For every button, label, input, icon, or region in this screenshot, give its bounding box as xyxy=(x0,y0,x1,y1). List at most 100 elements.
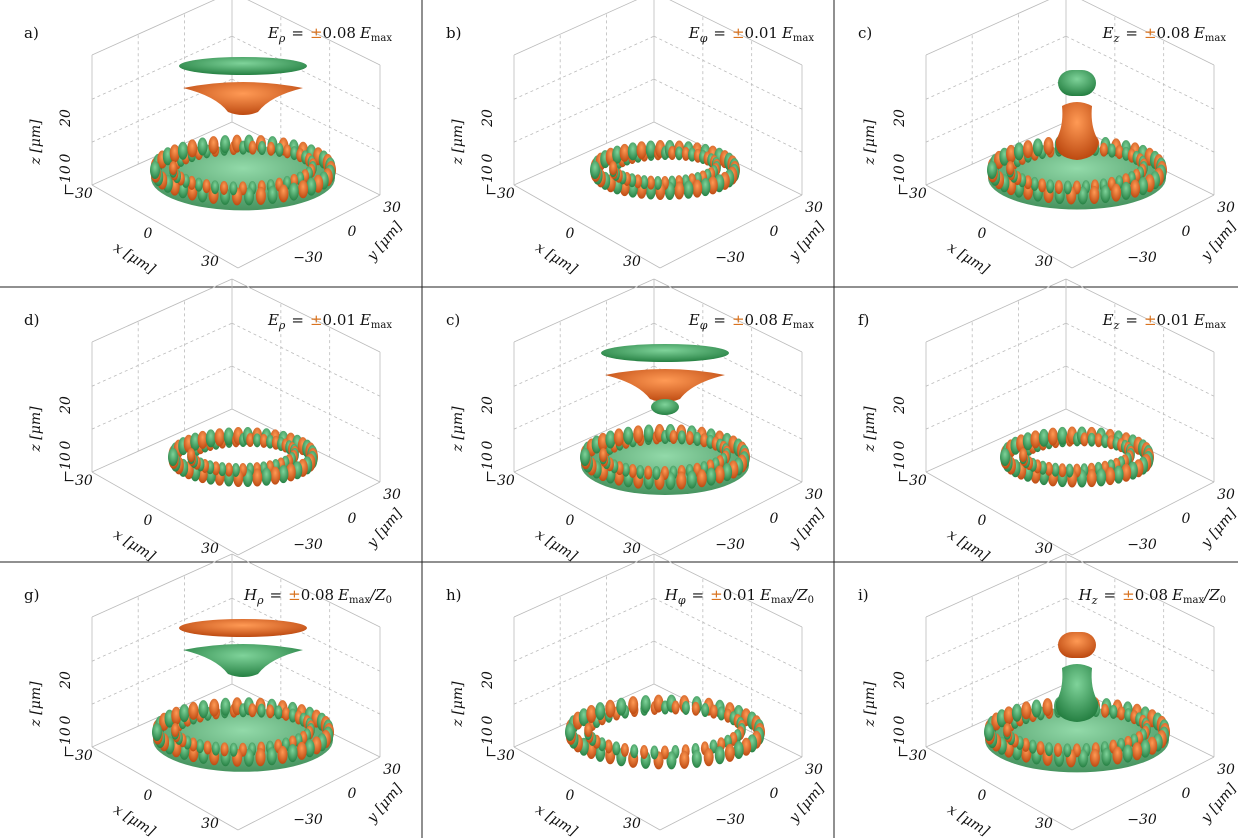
panel-title: Eρ=±0.08Emax xyxy=(267,24,392,45)
isosurface xyxy=(150,57,336,210)
box-edge xyxy=(654,279,802,352)
y-axis-label: y [μm] xyxy=(785,218,828,264)
ring-lobe xyxy=(212,742,220,756)
y-tick-label: 30 xyxy=(383,487,401,503)
ring-lobe xyxy=(679,751,689,769)
ring-lobe xyxy=(1039,429,1049,447)
ring-lobe xyxy=(1021,701,1031,719)
ring-lobe xyxy=(734,741,744,759)
ring-lobe xyxy=(257,704,265,718)
panel-label: h) xyxy=(446,586,462,604)
ring-lobe xyxy=(636,465,644,479)
y-axis-label: y [μm] xyxy=(363,218,406,264)
z-tick-label: 0 xyxy=(892,153,908,162)
reference-sub: max xyxy=(1183,595,1204,606)
panel-title: Eφ=±0.01Emax xyxy=(688,24,815,45)
reference: E xyxy=(1171,586,1183,604)
x-tick-label: 30 xyxy=(201,816,219,832)
reference-sub: max xyxy=(1205,33,1226,44)
grid-line xyxy=(92,366,232,429)
z-axis-label: z [μm] xyxy=(28,119,44,166)
y-tick-label: 30 xyxy=(1217,200,1235,216)
ring-lobe xyxy=(1088,433,1096,447)
symbol: E xyxy=(1102,311,1114,329)
x-axis-label: x [μm] xyxy=(111,240,159,278)
panel: 200−10z [μm]−30030x [μm]300−30y [μm]c)Eφ… xyxy=(446,279,828,565)
ring-lobe xyxy=(987,161,997,179)
reference-sub: max xyxy=(349,595,370,606)
x-tick-label: 0 xyxy=(144,788,153,804)
ring-lobe xyxy=(612,741,620,755)
x-tick-label: 30 xyxy=(1035,254,1053,270)
relation: = xyxy=(713,311,726,329)
x-tick-label: 30 xyxy=(201,541,219,557)
y-tick-label: 0 xyxy=(770,224,779,240)
ring-lobe xyxy=(230,743,238,757)
ring-lobe xyxy=(672,701,680,715)
box-edge xyxy=(514,0,654,55)
ring-lobe xyxy=(1048,428,1058,446)
box-edge xyxy=(1066,279,1214,352)
x-tick-label: 30 xyxy=(201,254,219,270)
box-edge xyxy=(232,279,380,352)
ring-lobe xyxy=(248,703,256,717)
z-axis-label: z [μm] xyxy=(28,681,44,728)
ring-lobe xyxy=(590,161,600,179)
ring-lobe xyxy=(1105,467,1115,485)
divisor-sub: 0 xyxy=(386,595,392,606)
ring-lobe xyxy=(1117,706,1125,720)
ring-lobe xyxy=(586,705,596,723)
amplitude: 0.08 xyxy=(323,24,356,42)
ring-lobe xyxy=(178,142,188,160)
z-axis-label: z [μm] xyxy=(450,681,466,728)
panel: 200−10z [μm]−30030x [μm]300−30y [μm]g)Hρ… xyxy=(24,554,406,838)
panel-title: Hφ=±0.01Emax/Z0 xyxy=(664,586,814,607)
ring-lobe xyxy=(609,161,617,175)
axes-box xyxy=(92,554,380,830)
isosurface xyxy=(168,427,318,487)
ring-lobe xyxy=(179,704,189,722)
y-tick-label: −30 xyxy=(293,250,323,266)
ring-lobe xyxy=(628,142,638,160)
ring-lobe xyxy=(1132,742,1142,760)
ring-lobe xyxy=(152,723,162,741)
x-tick-label: 30 xyxy=(623,541,641,557)
box-edge xyxy=(92,554,232,617)
z-axis-label: z [μm] xyxy=(862,119,878,166)
symbol: H xyxy=(243,586,258,604)
ring-lobe xyxy=(629,464,637,478)
ring-lobe xyxy=(715,746,725,764)
reference: E xyxy=(1193,24,1205,42)
component: ρ xyxy=(278,319,286,332)
ring-lobe xyxy=(637,141,647,159)
relation: = xyxy=(270,586,283,604)
ring-lobe xyxy=(1033,138,1043,156)
x-tick-label: 0 xyxy=(144,513,153,529)
divisor: /Z xyxy=(790,586,808,604)
y-tick-label: 30 xyxy=(805,762,823,778)
amplitude: 0.08 xyxy=(745,311,778,329)
ring-lobe xyxy=(278,184,288,202)
ring-lobe xyxy=(650,745,658,759)
box-edge xyxy=(926,554,1066,617)
box-edge xyxy=(92,279,232,342)
x-tick-label: 0 xyxy=(978,513,987,529)
panel-title: Hρ=±0.08Emax/Z0 xyxy=(243,586,392,607)
x-tick-label: 30 xyxy=(1035,541,1053,557)
ring-lobe xyxy=(298,180,308,198)
ring-lobe xyxy=(221,698,231,716)
ring-lobe xyxy=(282,707,290,721)
ring-lobe xyxy=(249,141,257,155)
ring-lobe xyxy=(701,703,709,717)
isosurface xyxy=(565,695,765,770)
grid-line xyxy=(654,79,802,152)
z-tick-label: 20 xyxy=(480,671,496,690)
box-edge xyxy=(926,279,1066,342)
sign: ± xyxy=(732,311,745,329)
grid-line xyxy=(232,323,380,396)
reference: E xyxy=(781,311,793,329)
y-tick-label: 0 xyxy=(1182,224,1191,240)
symbol: H xyxy=(1078,586,1093,604)
ring-lobe xyxy=(605,430,615,448)
ring-lobe xyxy=(1014,142,1024,160)
